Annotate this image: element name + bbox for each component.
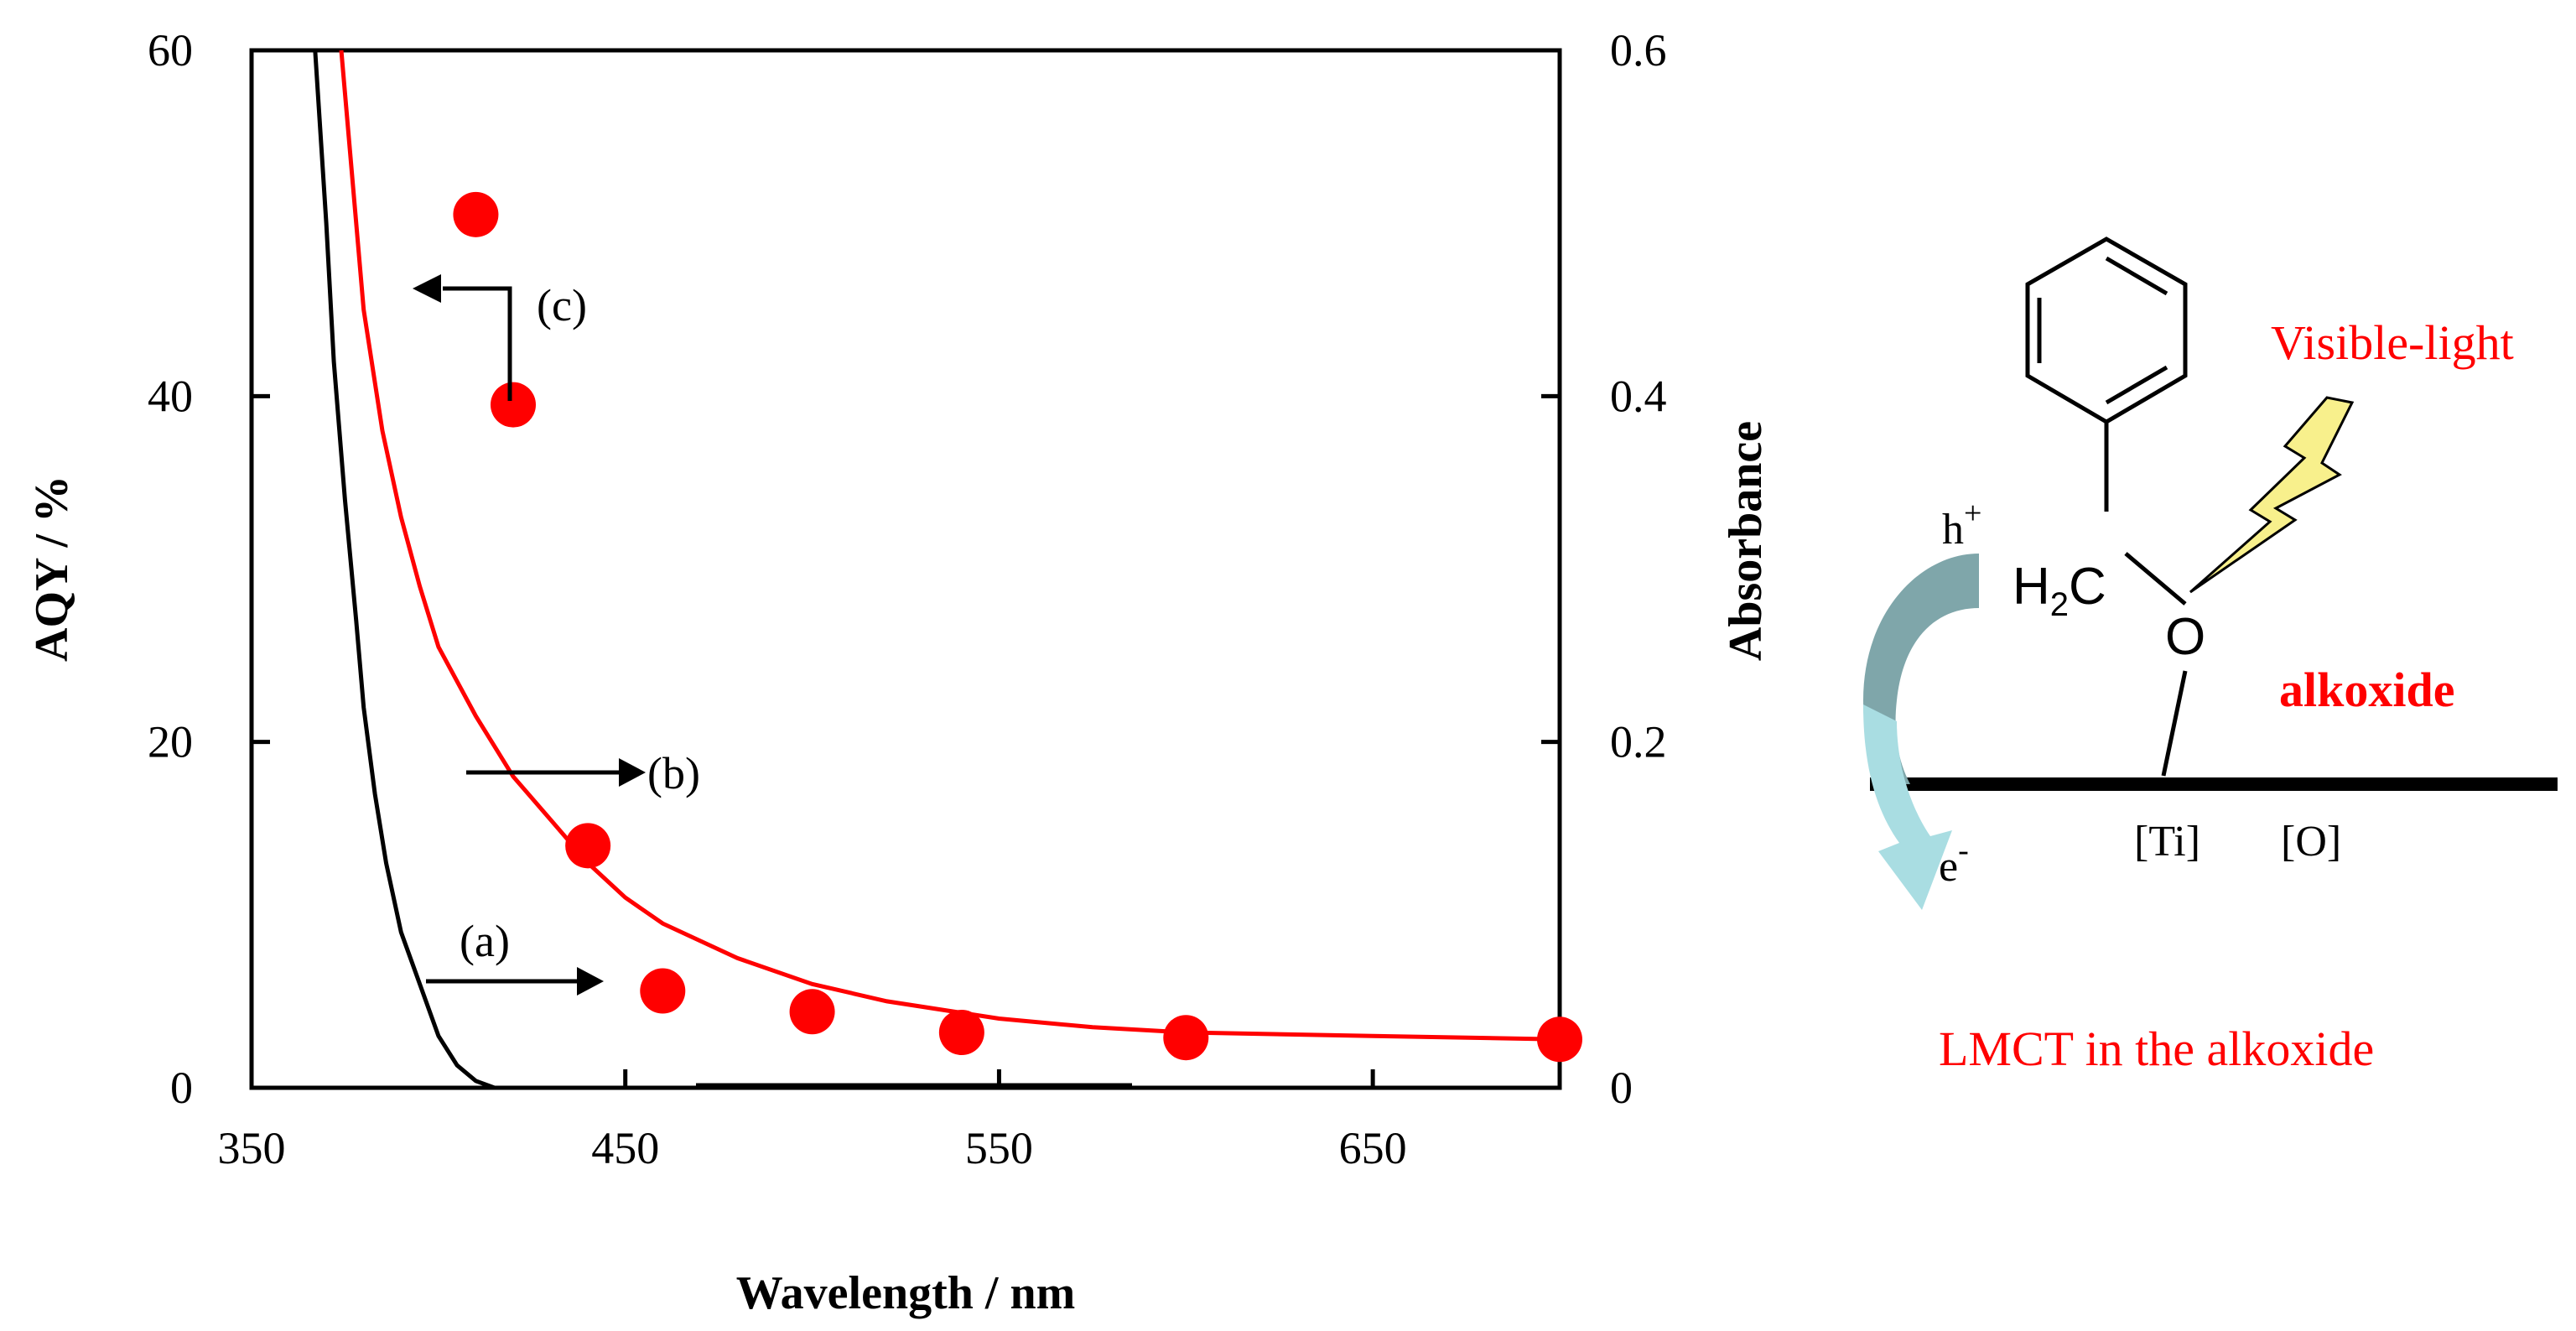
y-right-tick-label: 0.6 — [1610, 25, 1667, 75]
data-point — [453, 191, 499, 237]
x-tick-label: 550 — [965, 1123, 1033, 1173]
data-point — [938, 1010, 984, 1056]
o-surface-label: [O] — [2281, 818, 2341, 866]
benzene-inner-bonds — [2037, 256, 2168, 405]
e-minus-label: e- — [1939, 833, 1969, 891]
y-left-tick-label: 20 — [148, 717, 193, 767]
plot-frame — [249, 48, 1562, 1090]
y-left-tick-label: 0 — [170, 1063, 193, 1113]
series-c-points — [453, 191, 1582, 1063]
annotation-a-label: (a) — [460, 916, 510, 966]
benzene-ring — [2025, 237, 2188, 424]
annotation-c: (c) — [413, 274, 587, 401]
y-right-tick-label: 0.2 — [1610, 717, 1667, 767]
y-left-tick-label: 40 — [148, 371, 193, 421]
visible-light-label: Visible-light — [2271, 315, 2514, 370]
y-right-tick-label: 0.4 — [1610, 371, 1667, 421]
y-right-axis-title: Absorbance — [1720, 421, 1772, 661]
series-a-line — [313, 49, 496, 1090]
chart: 350 450 550 650 0 20 40 60 0 0.2 0.4 0.6 Waveleng… — [26, 25, 1772, 1319]
alkoxide-label: alkoxide — [2279, 663, 2455, 717]
oxygen-label: O — [2165, 608, 2205, 666]
data-point — [1163, 1015, 1209, 1061]
data-point — [565, 823, 611, 869]
x-tick-label: 350 — [218, 1123, 286, 1173]
x-axis-title: Wavelength / nm — [736, 1267, 1075, 1319]
x-tick-label: 650 — [1339, 1123, 1407, 1173]
series-b-line — [339, 49, 1561, 1042]
y-left-axis-title: AQY / % — [26, 476, 78, 662]
ch2-o-bond — [2124, 552, 2187, 606]
lightning-icon — [2189, 396, 2355, 594]
arrow-right-icon — [577, 967, 604, 996]
electron-transfer-arrow — [1863, 704, 1952, 910]
o-ti-bond — [2161, 670, 2188, 777]
annotation-c-label: (c) — [537, 280, 587, 330]
y-left-ticks: 0 20 40 60 — [148, 25, 270, 1113]
x-ticks: 350 450 550 650 — [218, 1069, 1407, 1173]
data-point — [1537, 1016, 1582, 1063]
data-point — [789, 989, 835, 1035]
arrow-left-icon — [413, 274, 441, 303]
arrow-right-icon — [619, 758, 646, 787]
alkoxide-scheme: H2C O [Ti] [O] alkoxide Visible-light h+… — [1863, 237, 2558, 1076]
annotation-b-label: (b) — [647, 748, 700, 798]
y-right-tick-label: 0 — [1610, 1063, 1633, 1113]
lmct-label: LMCT in the alkoxide — [1939, 1022, 2374, 1076]
annotation-b: (b) — [466, 748, 700, 798]
h2c-label: H2C — [2012, 558, 2106, 623]
data-point — [640, 968, 686, 1014]
y-right-ticks: 0 0.2 0.4 0.6 — [1541, 25, 1667, 1113]
h-plus-label: h+ — [1942, 496, 1981, 554]
annotation-a: (a) — [426, 916, 604, 996]
y-left-tick-label: 60 — [148, 25, 193, 75]
ti-label: [Ti] — [2134, 818, 2200, 866]
data-point — [491, 382, 536, 428]
x-tick-label: 450 — [591, 1123, 659, 1173]
